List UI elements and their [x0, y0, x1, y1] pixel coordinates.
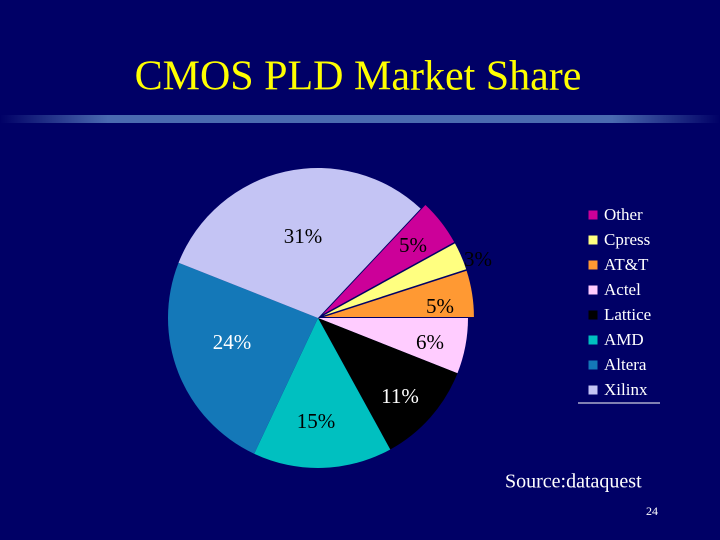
pie-slice [323, 243, 467, 316]
legend-swatch [587, 359, 599, 371]
source: Source:dataquest [505, 471, 642, 493]
pie-slice [318, 318, 458, 450]
data-label: 5% [399, 233, 427, 257]
data-label: 5% [426, 294, 454, 318]
pie-slice [322, 204, 455, 315]
data-label: 3% [464, 247, 492, 271]
legend-label: Altera [604, 355, 647, 374]
pie-slice [178, 168, 421, 318]
legend-swatch [587, 209, 599, 221]
title-rule [0, 115, 720, 123]
pie-slice [254, 318, 391, 468]
legend-swatch [587, 334, 599, 346]
data-label: 6% [416, 330, 444, 354]
data-label: 24% [213, 330, 252, 354]
pie-slice [167, 262, 318, 454]
legend-label: Cpress [604, 230, 650, 249]
legend-label: Other [604, 205, 643, 224]
legend-label: Xilinx [604, 380, 648, 399]
legend-label: AMD [604, 330, 644, 349]
page-number: 24 [646, 504, 658, 518]
legend-swatch [587, 309, 599, 321]
data-label: 31% [284, 224, 323, 248]
pie-slice [323, 270, 474, 318]
legend-label: AT&T [604, 255, 649, 274]
legend-swatch [587, 384, 599, 396]
legend-swatch [587, 234, 599, 246]
legend-swatch [587, 284, 599, 296]
data-label: 15% [297, 409, 336, 433]
pie-slice [318, 318, 468, 374]
legend-label: Actel [604, 280, 641, 299]
legend-swatch [587, 259, 599, 271]
data-label: 11% [381, 384, 419, 408]
chart-title: CMOS PLD Market Share [135, 54, 582, 100]
legend-label: Lattice [604, 305, 651, 324]
